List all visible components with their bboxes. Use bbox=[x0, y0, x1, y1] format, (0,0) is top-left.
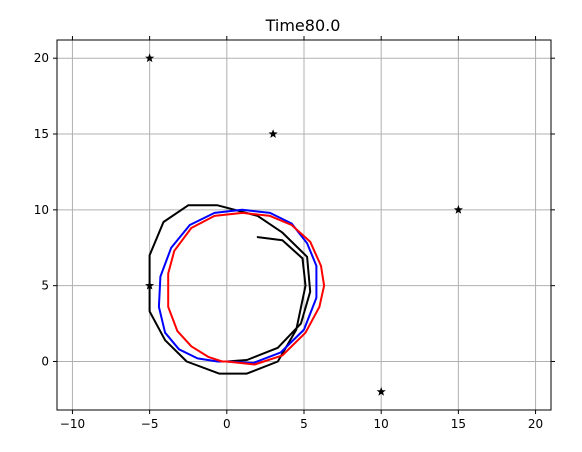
series-layer bbox=[148, 204, 326, 375]
x-tick-label: −10 bbox=[60, 417, 85, 431]
x-tick-label: 0 bbox=[223, 417, 231, 431]
landmark-layer bbox=[145, 53, 463, 396]
landmark-star-marker bbox=[268, 129, 278, 138]
y-tick-label: 20 bbox=[34, 51, 49, 65]
landmark-star-marker bbox=[376, 387, 386, 396]
x-tick-label: 5 bbox=[300, 417, 308, 431]
y-tick-label: 10 bbox=[34, 203, 49, 217]
y-tick-label: 0 bbox=[41, 354, 49, 368]
blue-trajectory-line bbox=[157, 208, 318, 364]
landmark-star-marker bbox=[453, 205, 463, 214]
chart-title: Time80.0 bbox=[265, 16, 341, 35]
x-tick-label: 15 bbox=[451, 417, 466, 431]
x-tick-label: 20 bbox=[528, 417, 543, 431]
landmark-star-marker bbox=[145, 280, 155, 290]
x-tick-label: −5 bbox=[141, 417, 159, 431]
y-tick-label: 5 bbox=[41, 279, 49, 293]
x-tick-label: 10 bbox=[374, 417, 389, 431]
red-trajectory-line bbox=[167, 211, 326, 366]
grid-layer bbox=[57, 40, 551, 410]
tick-layer: −10 −5 0 5 10 15 20 0 5 10 15 20 bbox=[34, 36, 555, 431]
landmark-star-marker bbox=[145, 53, 155, 63]
black-trajectory-line bbox=[148, 204, 312, 375]
y-tick-label: 15 bbox=[34, 127, 49, 141]
